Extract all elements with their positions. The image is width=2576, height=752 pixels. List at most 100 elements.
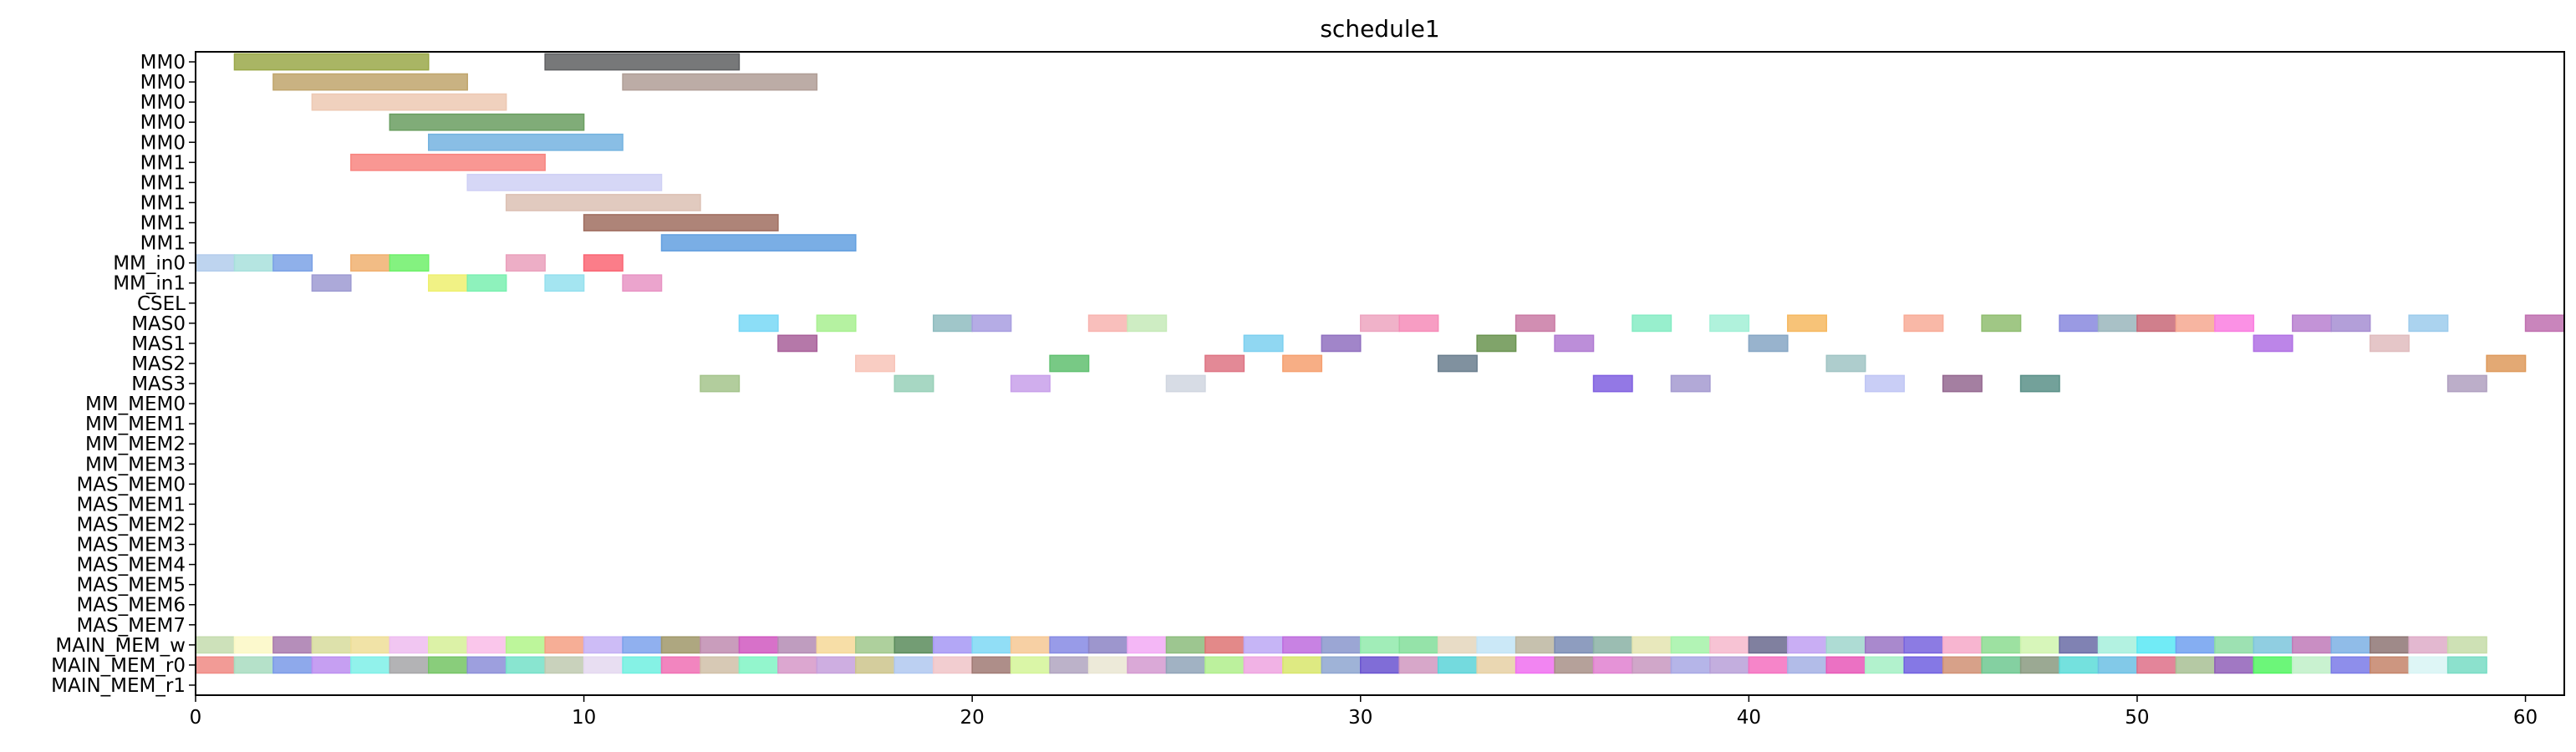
main-mem-r0-bar — [1825, 656, 1866, 674]
resource-label: MAIN_MEM_w — [55, 635, 186, 657]
task-bar — [1165, 374, 1206, 393]
task-bar — [505, 254, 546, 272]
main-mem-w-bar — [2175, 636, 2216, 654]
main-mem-r0-bar — [583, 656, 624, 674]
main-mem-w-bar — [1010, 636, 1051, 654]
main-mem-r0-bar — [2408, 656, 2449, 674]
main-mem-r0-bar — [1476, 656, 1517, 674]
main-mem-w-bar — [1165, 636, 1206, 654]
resource-label: MM0 — [140, 72, 186, 94]
main-mem-r0-bar — [700, 656, 741, 674]
task-bar — [1282, 354, 1323, 373]
task-bar — [350, 153, 546, 171]
main-mem-w-bar — [816, 636, 857, 654]
main-mem-w-bar — [738, 636, 779, 654]
task-bar — [350, 254, 391, 272]
task-bar — [1864, 374, 1905, 393]
main-mem-w-bar — [1282, 636, 1323, 654]
main-mem-r0-bar — [1981, 656, 2022, 674]
task-bars — [195, 53, 2565, 674]
main-mem-r0-bar — [1360, 656, 1400, 674]
main-mem-r0-bar — [466, 656, 507, 674]
main-mem-w-bar — [932, 636, 973, 654]
task-bar — [2059, 314, 2100, 333]
main-mem-r0-bar — [1748, 656, 1789, 674]
x-tick-label: 0 — [190, 707, 202, 729]
task-bar — [466, 174, 663, 191]
main-mem-r0-bar — [350, 656, 391, 674]
task-bar — [1942, 374, 1983, 393]
main-mem-w-bar — [583, 636, 624, 654]
task-bar — [1476, 334, 1517, 353]
main-mem-r0-bar — [738, 656, 779, 674]
task-bar — [311, 93, 507, 111]
task-bar — [1243, 334, 1284, 353]
main-mem-r0-bar — [1087, 656, 1128, 674]
main-mem-r0-bar — [311, 656, 352, 674]
main-mem-r0-bar — [971, 656, 1012, 674]
main-mem-r0-bar — [1437, 656, 1478, 674]
main-mem-r0-bar — [389, 656, 430, 674]
main-mem-w-bar — [1981, 636, 2022, 654]
resource-label: MM_MEM3 — [85, 454, 186, 475]
task-bar — [1787, 314, 1828, 333]
main-mem-w-bar — [1554, 636, 1595, 654]
main-mem-w-bar — [2059, 636, 2100, 654]
main-mem-w-bar — [971, 636, 1012, 654]
task-bar — [583, 254, 624, 272]
main-mem-w-bar — [544, 636, 585, 654]
resource-label: MAIN_MEM_r0 — [51, 655, 186, 677]
x-tick-label: 50 — [2125, 707, 2149, 729]
task-bar — [544, 274, 585, 292]
main-mem-r0-bar — [544, 656, 585, 674]
main-mem-r0-bar — [1709, 656, 1750, 674]
main-mem-r0-bar — [1632, 656, 1672, 674]
resource-label: MAS3 — [131, 373, 186, 395]
main-mem-r0-bar — [1127, 656, 1168, 674]
main-mem-w-bar — [622, 636, 663, 654]
task-bar — [932, 314, 973, 333]
resource-label: MM_MEM1 — [85, 414, 186, 435]
x-tick-label: 20 — [960, 707, 985, 729]
task-bar — [2486, 354, 2527, 373]
main-mem-w-bar — [2097, 636, 2138, 654]
main-mem-w-bar — [1632, 636, 1672, 654]
main-mem-w-bar — [1825, 636, 1866, 654]
resource-label: MM0 — [140, 92, 186, 114]
x-tick-label: 30 — [1348, 707, 1372, 729]
task-bar — [2253, 334, 2293, 353]
resource-label: MM_MEM0 — [85, 394, 186, 415]
main-mem-w-bar — [1049, 636, 1090, 654]
task-bar — [660, 234, 857, 252]
main-mem-w-bar — [311, 636, 352, 654]
main-mem-w-bar — [1476, 636, 1517, 654]
main-mem-r0-bar — [2292, 656, 2332, 674]
main-mem-r0-bar — [1515, 656, 1555, 674]
task-bar — [1204, 354, 1245, 373]
main-mem-r0-bar — [2097, 656, 2138, 674]
main-mem-r0-bar — [932, 656, 973, 674]
task-bar — [1437, 354, 1478, 373]
resource-label: MM0 — [140, 52, 186, 74]
main-mem-w-bar — [2253, 636, 2293, 654]
task-bar — [1087, 314, 1128, 333]
task-bar — [1398, 314, 1439, 333]
main-mem-r0-bar — [2446, 656, 2487, 674]
task-bar — [233, 254, 274, 272]
resource-label: MM1 — [140, 233, 186, 255]
task-bar — [1554, 334, 1595, 353]
main-mem-w-bar — [1437, 636, 1478, 654]
task-bar — [777, 334, 818, 353]
task-bar — [428, 133, 624, 151]
resource-label: MAS_MEM0 — [76, 474, 186, 495]
main-mem-w-bar — [195, 636, 236, 654]
main-mem-r0-bar — [622, 656, 663, 674]
main-mem-r0-bar — [2059, 656, 2100, 674]
resource-label: MM_MEM2 — [85, 434, 186, 455]
task-bar — [1049, 354, 1090, 373]
task-bar — [195, 254, 236, 272]
task-bar — [738, 314, 779, 333]
main-mem-w-bar — [1709, 636, 1750, 654]
resource-label: MM_in1 — [113, 273, 186, 295]
